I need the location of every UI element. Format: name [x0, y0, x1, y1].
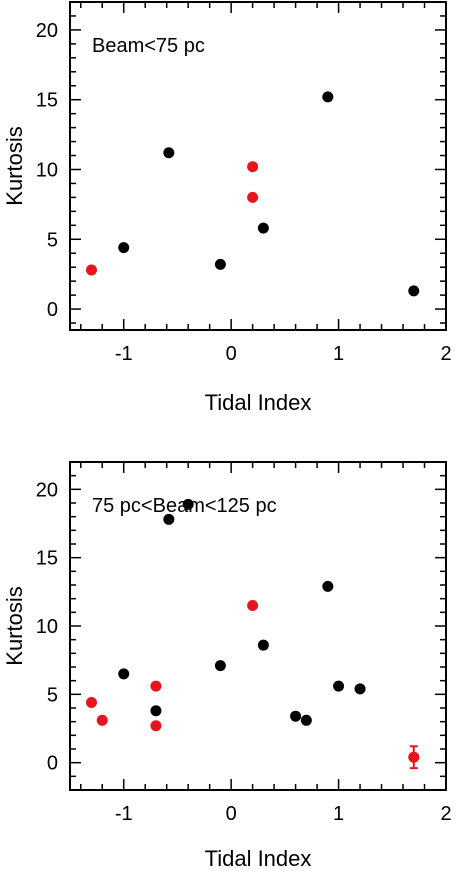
data-point	[163, 147, 175, 159]
x-tick-label: 2	[440, 343, 451, 365]
y-tick-label: 5	[47, 684, 58, 706]
y-axis-title: Kurtosis	[2, 586, 27, 665]
data-point	[333, 680, 345, 692]
y-tick-label: 5	[47, 229, 58, 251]
data-point	[247, 600, 259, 611]
data-point	[163, 513, 175, 525]
data-point	[118, 668, 130, 680]
data-point	[85, 697, 97, 709]
data-point	[408, 285, 420, 297]
y-tick-label: 15	[36, 90, 58, 112]
data-point	[322, 91, 334, 103]
y-tick-label: 15	[36, 548, 58, 570]
x-tick-label: 2	[440, 803, 451, 825]
data-point	[247, 161, 259, 173]
x-tick-label: 1	[333, 803, 344, 825]
y-tick-label: 0	[47, 299, 58, 321]
data-point	[96, 714, 108, 726]
data-point	[150, 680, 162, 692]
y-tick-label: 20	[36, 20, 58, 42]
y-tick-label: 20	[36, 479, 58, 501]
data-point	[150, 720, 162, 732]
data-point	[408, 751, 420, 763]
data-point	[257, 222, 269, 234]
x-axis-title: Tidal Index	[205, 846, 312, 871]
y-axis-title: Kurtosis	[2, 126, 27, 205]
x-tick-label: 0	[226, 343, 237, 365]
y-tick-label: 10	[36, 159, 58, 181]
x-tick-label: 0	[226, 803, 237, 825]
x-axis-title: Tidal Index	[205, 390, 312, 415]
x-tick-label: 1	[333, 343, 344, 365]
x-tick-label: -1	[115, 803, 133, 825]
data-point	[322, 580, 334, 592]
data-point	[85, 264, 97, 276]
data-point	[247, 191, 259, 203]
plot-frame	[69, 1, 447, 331]
y-tick-label: 10	[36, 616, 58, 638]
data-point	[182, 498, 194, 510]
data-point	[257, 639, 269, 651]
x-tick-label: -1	[115, 343, 133, 365]
y-tick-label: 0	[47, 753, 58, 775]
panel-annotation: Beam<75 pc	[92, 35, 205, 57]
data-point	[150, 705, 162, 717]
data-point	[300, 714, 312, 726]
data-point	[290, 710, 302, 722]
data-point	[354, 683, 366, 695]
data-point	[214, 660, 226, 672]
data-point	[214, 258, 226, 270]
data-point	[118, 242, 130, 254]
